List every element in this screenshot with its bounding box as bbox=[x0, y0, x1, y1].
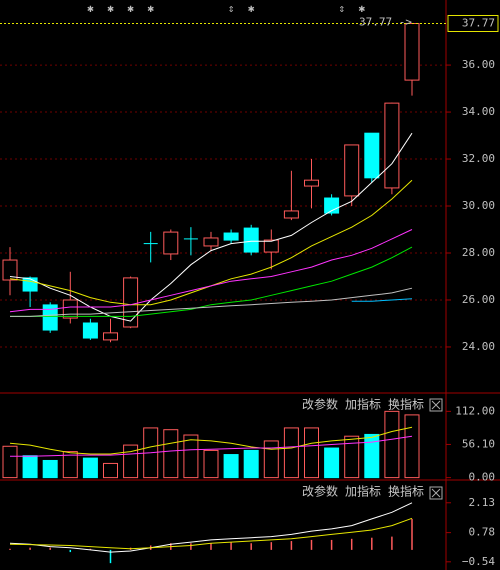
volume-bar bbox=[223, 454, 239, 479]
y-tick-label: 0.78 bbox=[469, 526, 496, 539]
volume-bar bbox=[283, 427, 299, 479]
candle-body bbox=[283, 210, 299, 219]
menu-item[interactable]: 换指标 bbox=[388, 397, 424, 412]
marker: ✱ bbox=[127, 2, 134, 15]
candle-body bbox=[203, 237, 219, 247]
indicator-line bbox=[10, 287, 413, 317]
close-button[interactable] bbox=[429, 398, 443, 412]
indicator-line bbox=[10, 246, 413, 317]
candle-body bbox=[22, 277, 38, 292]
candle-body bbox=[404, 22, 420, 81]
y-tick-label: 2.13 bbox=[469, 496, 496, 509]
volume-bar bbox=[183, 434, 199, 479]
indicator-line bbox=[9, 132, 413, 322]
y-tick-label: 0.00 bbox=[469, 471, 496, 484]
close-box[interactable] bbox=[429, 486, 443, 500]
volume-bar bbox=[103, 462, 118, 479]
y-tick-label: 34.00 bbox=[462, 105, 495, 118]
close-icon[interactable] bbox=[431, 400, 441, 410]
candle-body bbox=[384, 102, 400, 189]
volume-bar bbox=[344, 435, 360, 479]
marker: ⇕ bbox=[338, 2, 345, 15]
menu-item[interactable]: 加指标 bbox=[345, 484, 381, 499]
marker: ✱ bbox=[147, 2, 154, 15]
indicator-line bbox=[9, 517, 413, 550]
candle-body bbox=[2, 259, 18, 281]
candle-body bbox=[163, 231, 179, 255]
last-price-value: 37.77 bbox=[462, 16, 495, 29]
volume-bar bbox=[82, 457, 98, 479]
candle-body bbox=[344, 144, 360, 197]
marker: ✱ bbox=[87, 2, 94, 15]
y-tick-label: −0.54 bbox=[462, 555, 495, 568]
indicator-line bbox=[9, 502, 413, 553]
volume-bar bbox=[384, 410, 400, 479]
y-tick-label: 112.00 bbox=[455, 404, 495, 417]
indicator-line bbox=[9, 229, 413, 313]
volume-bar bbox=[324, 447, 340, 479]
close-icon[interactable] bbox=[431, 488, 441, 498]
volume-bar bbox=[42, 459, 58, 479]
menu-item[interactable]: 改参数 bbox=[302, 397, 338, 412]
y-tick-label: 28.00 bbox=[462, 246, 495, 259]
y-tick-label: 24.00 bbox=[462, 340, 495, 353]
candle-body bbox=[42, 304, 58, 331]
candle-body bbox=[243, 227, 259, 253]
menu-item[interactable]: 换指标 bbox=[388, 484, 424, 499]
menu-item[interactable]: 加指标 bbox=[345, 397, 381, 412]
volume-bar bbox=[203, 449, 219, 479]
volume-bar bbox=[123, 444, 139, 479]
marker: ⇕ bbox=[228, 2, 235, 15]
y-tick-label: 30.00 bbox=[462, 199, 495, 212]
candle-body bbox=[223, 232, 239, 241]
volume-bar bbox=[163, 429, 179, 479]
marker: ✱ bbox=[248, 2, 255, 15]
candle-body bbox=[82, 322, 98, 339]
volume-bar bbox=[22, 455, 38, 479]
candle-body bbox=[364, 132, 380, 179]
indicator-line bbox=[10, 435, 413, 457]
candle-body bbox=[263, 239, 279, 253]
volume-bar bbox=[243, 449, 259, 479]
y-tick-label: 26.00 bbox=[462, 293, 495, 306]
y-tick-label: 56.10 bbox=[462, 437, 495, 450]
marker: ✱ bbox=[358, 2, 365, 15]
indicator-line bbox=[9, 426, 413, 455]
marker: ✱ bbox=[107, 2, 114, 15]
candle-body bbox=[62, 299, 78, 319]
y-tick-label: 36.00 bbox=[462, 58, 495, 71]
volume-bar bbox=[304, 427, 319, 479]
candle-body bbox=[304, 179, 319, 187]
candle-body bbox=[123, 277, 139, 328]
menu-item[interactable]: 改参数 bbox=[302, 484, 338, 499]
volume-bar bbox=[404, 414, 420, 479]
candle-body bbox=[103, 332, 118, 341]
volume-bar bbox=[2, 445, 18, 479]
close-box[interactable] bbox=[429, 398, 443, 412]
last-price-box bbox=[447, 14, 499, 32]
volume-bar bbox=[263, 440, 279, 479]
indicator-line bbox=[351, 298, 413, 302]
close-button[interactable] bbox=[429, 486, 443, 500]
volume-bar bbox=[364, 433, 380, 479]
volume-bar bbox=[62, 451, 78, 479]
last-price-label: 37.77 -> bbox=[359, 15, 412, 28]
y-tick-label: 32.00 bbox=[462, 152, 495, 165]
